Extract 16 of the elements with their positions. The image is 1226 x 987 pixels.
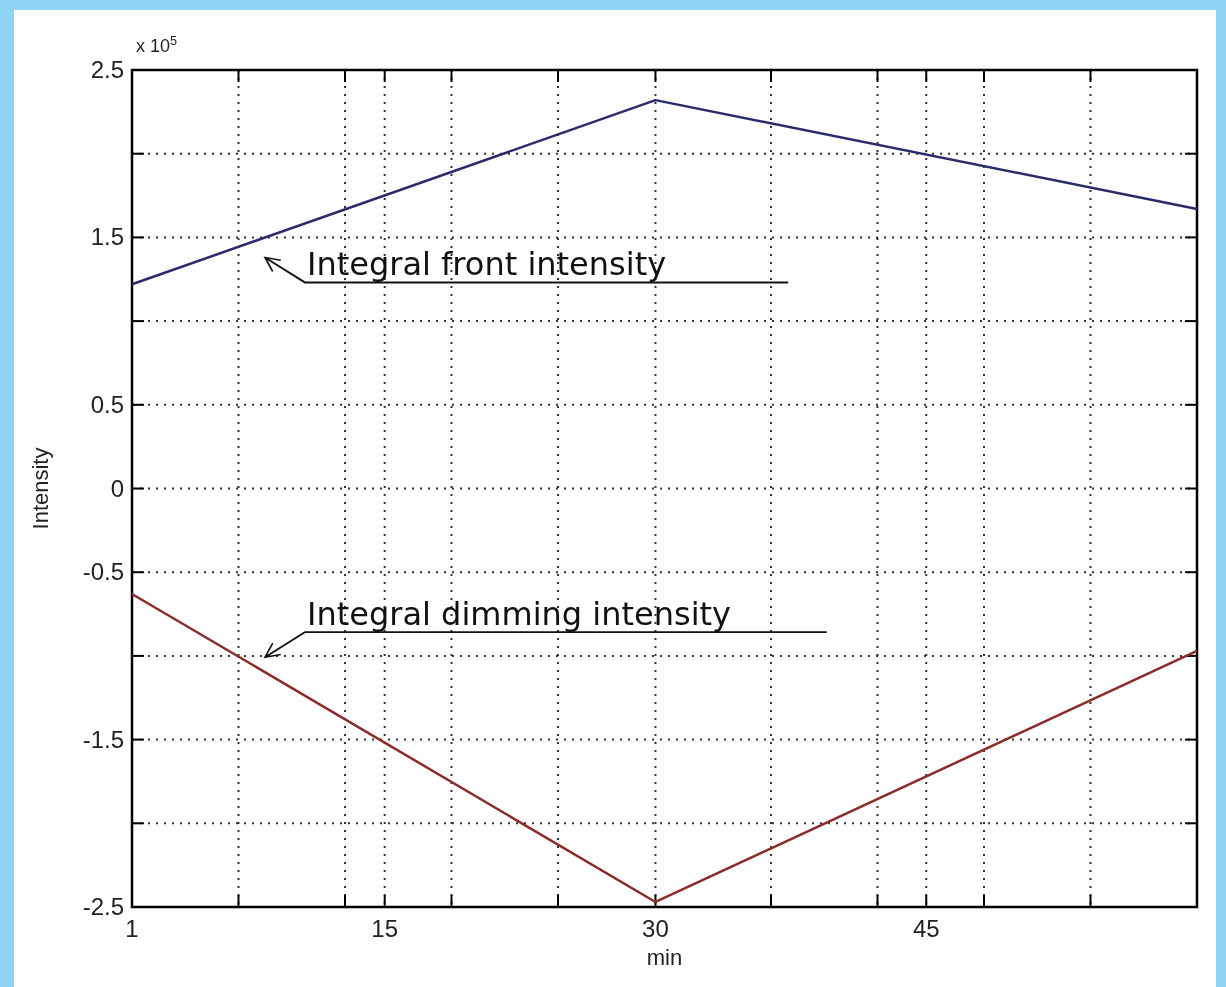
y-tick-label: 1.5 — [90, 223, 124, 251]
y-tick-label: -2.5 — [82, 893, 124, 920]
y-tick-label: -0.5 — [82, 558, 124, 586]
annotation: Integral dimming intensity — [307, 595, 732, 634]
y-tick-label: -1.5 — [82, 725, 124, 753]
text: x 10$^{5}$ — [136, 34, 178, 56]
y-tick-label: 0 — [110, 474, 124, 502]
y-axis-title: Intensity — [28, 447, 53, 530]
annotation: Integral front intensity — [307, 245, 667, 284]
x-tick-label: 1 — [125, 915, 139, 942]
x-axis-title: min — [646, 945, 683, 970]
y-tick-label: 0.5 — [90, 390, 124, 418]
y-tick-label: 2.5 — [90, 56, 124, 83]
x-tick-label: 45 — [912, 915, 940, 942]
x-tick-label: 15 — [371, 915, 399, 942]
x-tick-label: 30 — [642, 915, 669, 942]
